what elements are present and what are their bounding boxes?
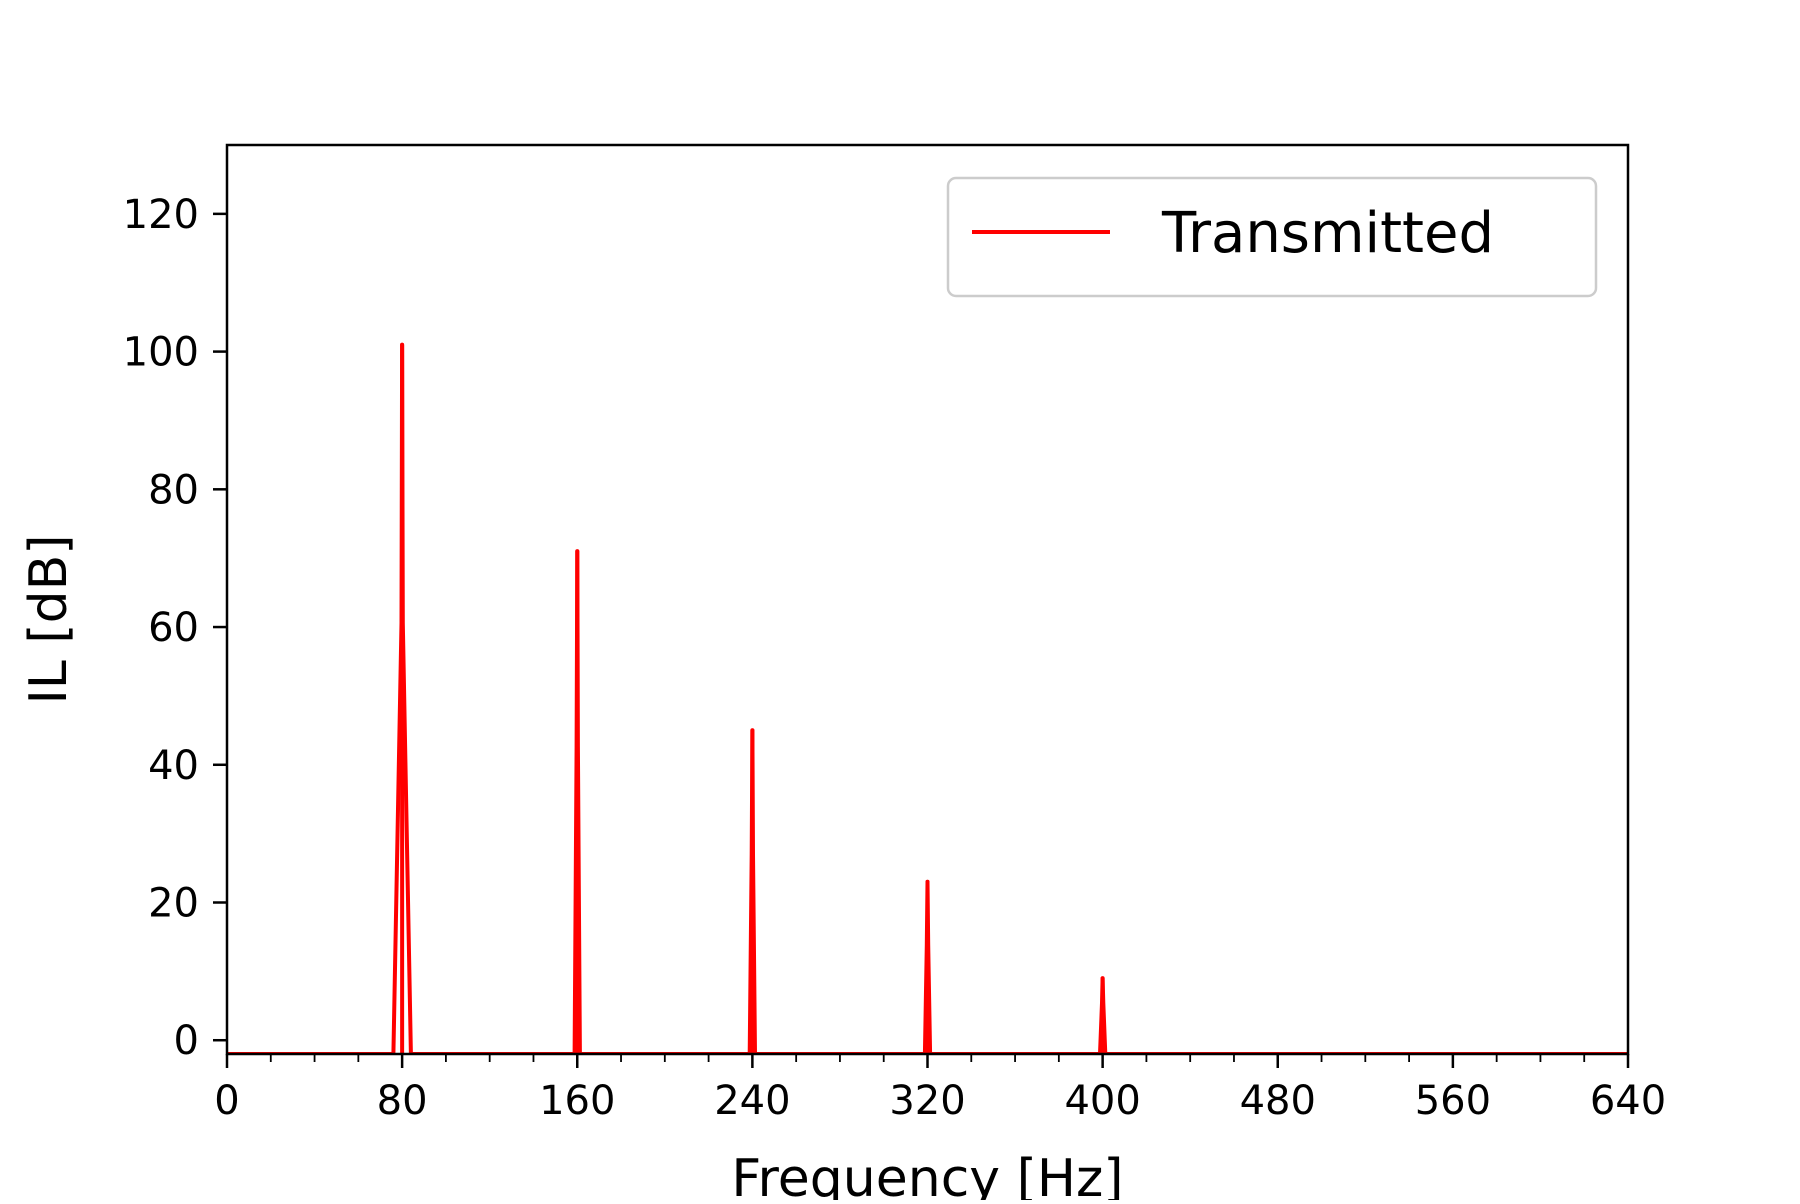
legend-label-transmitted: Transmitted — [1161, 201, 1494, 266]
x-tick-label: 240 — [714, 1078, 790, 1124]
x-axis-title: Frequency [Hz] — [731, 1149, 1123, 1200]
x-tick-label: 640 — [1590, 1078, 1666, 1124]
x-tick-label: 160 — [539, 1078, 615, 1124]
legend: Transmitted — [946, 176, 1598, 298]
y-axis-title: IL [dB] — [19, 534, 79, 704]
y-tick-label: 100 — [123, 330, 199, 376]
x-tick-label: 560 — [1415, 1078, 1491, 1124]
x-tick-label: 0 — [214, 1078, 239, 1124]
y-tick-label: 20 — [148, 881, 199, 927]
x-tick-label: 320 — [889, 1078, 965, 1124]
y-tick-label: 120 — [123, 192, 199, 238]
y-tick-label: 60 — [148, 605, 199, 651]
ticks-layer: 0 80 160 240 320 400 480 560 640 0 20 40 60 80 100 120 — [123, 192, 1667, 1124]
x-tick-label: 80 — [377, 1078, 428, 1124]
y-tick-label: 0 — [174, 1018, 199, 1064]
series-layer — [227, 342, 1628, 1054]
x-tick-label: 400 — [1064, 1078, 1140, 1124]
x-tick-label: 480 — [1240, 1078, 1316, 1124]
legend-box — [946, 176, 1598, 298]
y-tick-label: 80 — [148, 467, 199, 513]
y-tick-label: 40 — [148, 743, 199, 789]
